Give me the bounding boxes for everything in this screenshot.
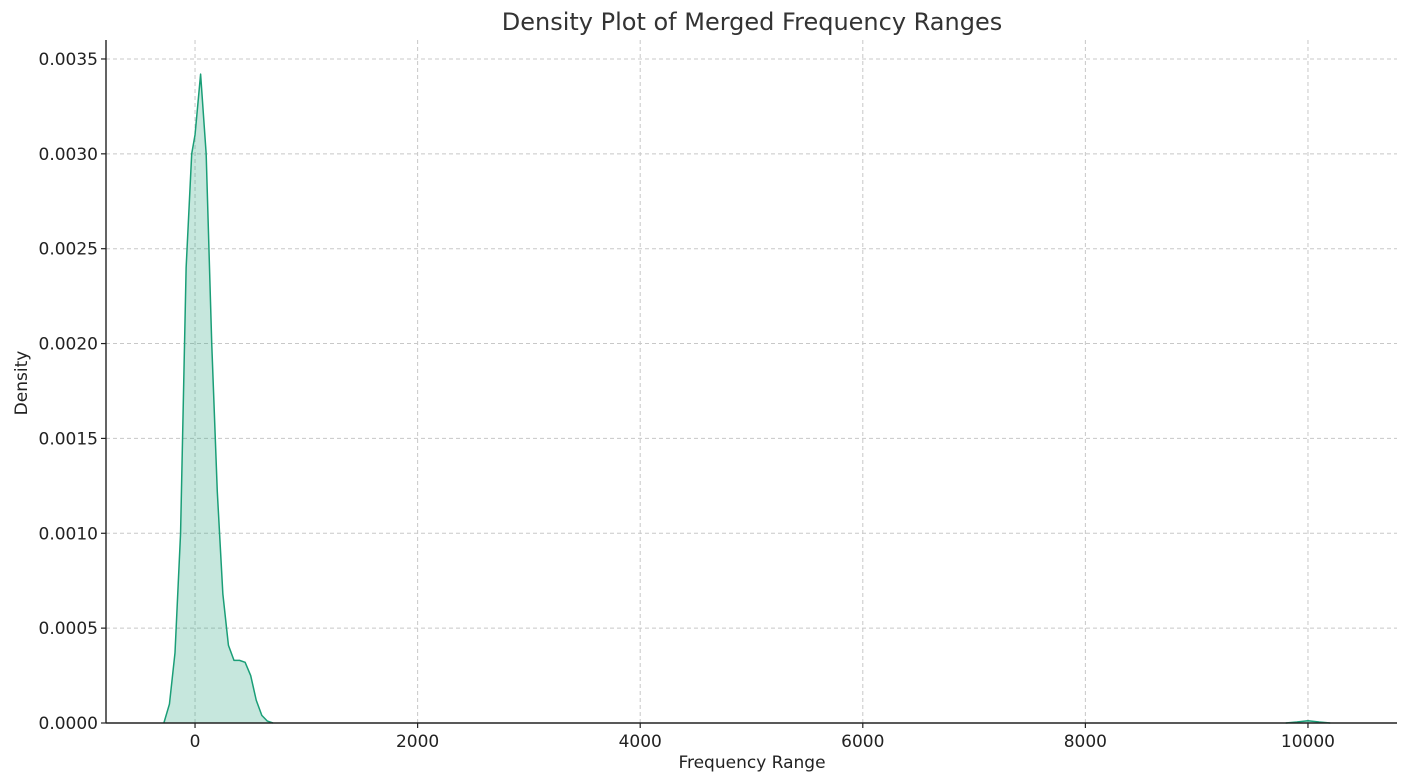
y-tick-label: 0.0010 [39,524,98,544]
x-tick-label: 4000 [619,732,662,752]
y-tick-label: 0.0000 [39,714,98,734]
y-tick-label: 0.0030 [39,145,98,165]
x-tick-label: 10000 [1281,732,1335,752]
plot-area [163,73,1331,724]
x-tick-label: 2000 [396,732,439,752]
y-tick-label: 0.0015 [39,429,98,449]
chart-title: Density Plot of Merged Frequency Ranges [502,8,1002,36]
density-line [163,73,274,724]
ticks: 0 2000 4000 6000 8000 10000 0.0000 0.0005 0.0010… [39,50,1335,752]
y-tick-label: 0.0005 [39,619,98,639]
y-tick-label: 0.0035 [39,50,98,70]
density-area [163,74,273,723]
y-tick-label: 0.0025 [39,240,98,260]
x-tick-label: 8000 [1064,732,1107,752]
y-axis-label: Density [12,351,32,416]
x-tick-label: 0 [190,732,201,752]
x-axis-label: Frequency Range [678,753,825,773]
axes [105,40,1397,724]
grid-lines [106,40,1397,723]
y-tick-label: 0.0020 [39,335,98,355]
x-tick-label: 6000 [841,732,884,752]
